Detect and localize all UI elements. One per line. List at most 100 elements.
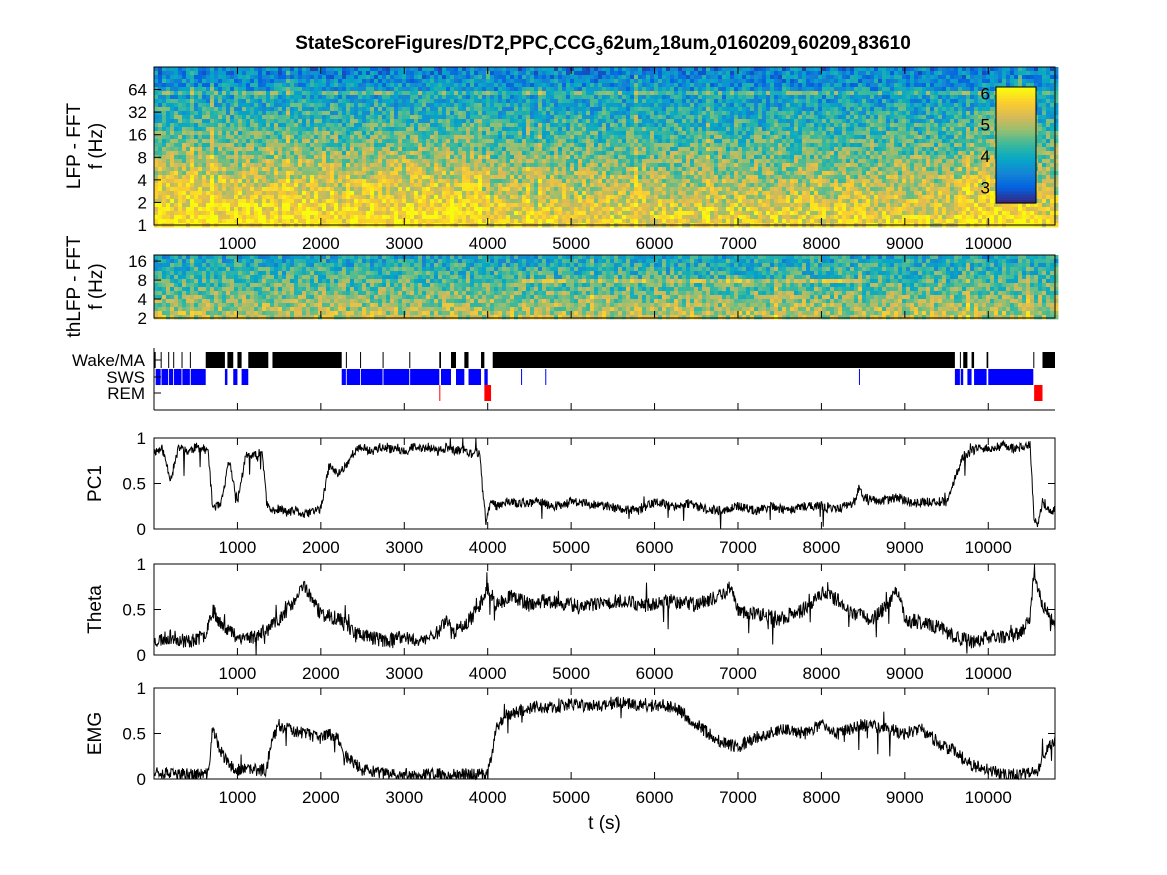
- spectrogram-cell: [294, 71, 299, 76]
- spectrogram-cell: [470, 67, 475, 72]
- spectrogram-cell: [154, 119, 159, 124]
- spectrogram-cell: [642, 211, 647, 216]
- spectrogram-cell: [434, 139, 439, 144]
- spectrogram-cell: [274, 219, 279, 224]
- spectrogram-cell: [406, 99, 411, 104]
- spectrogram-cell: [470, 99, 475, 104]
- spectrogram-cell: [370, 163, 375, 168]
- spectrogram-cell: [222, 115, 227, 120]
- spectrogram-cell: [606, 111, 611, 116]
- spectrogram-cell: [454, 91, 459, 96]
- spectrogram-cell: [602, 139, 607, 144]
- spectrogram-cell: [530, 191, 535, 196]
- spectrogram-cell: [394, 87, 399, 92]
- spectrogram-cell: [206, 91, 211, 96]
- spectrogram-cell: [330, 123, 335, 128]
- spectrogram-cell: [318, 83, 323, 88]
- spectrogram-cell: [278, 83, 283, 88]
- spectrogram-cell: [370, 199, 375, 204]
- spectrogram-cell: [518, 79, 523, 84]
- spectrogram-cell: [190, 111, 195, 116]
- spectrogram-cell: [586, 159, 591, 164]
- spectrogram-cell: [578, 175, 583, 180]
- spectrogram-cell: [294, 75, 299, 80]
- spectrogram-cell: [186, 143, 191, 148]
- spectrogram-cell: [454, 75, 459, 80]
- spectrogram-cell: [230, 183, 235, 188]
- spectrogram-cell: [454, 207, 459, 212]
- spectrogram-cell: [158, 91, 163, 96]
- spectrogram-cell: [390, 191, 395, 196]
- spectrogram-cell: [514, 83, 519, 88]
- spectrogram-cell: [534, 119, 539, 124]
- spectrogram-cell: [646, 203, 651, 208]
- spectrogram-cell: [338, 147, 343, 152]
- spectrogram-cell: [202, 67, 207, 72]
- spectrogram-cell: [506, 139, 511, 144]
- spectrogram-cell: [282, 219, 287, 224]
- spectrogram-cell: [642, 87, 647, 92]
- spectrogram-cell: [202, 195, 207, 200]
- spectrogram-cell: [562, 135, 567, 140]
- spectrogram-cell: [470, 111, 475, 116]
- spectrogram-cell: [562, 163, 567, 168]
- spectrogram-cell: [522, 191, 527, 196]
- spectrogram-cell: [482, 67, 487, 72]
- spectrogram-cell: [606, 183, 611, 188]
- spectrogram-cell: [374, 159, 379, 164]
- spectrogram-cell: [374, 119, 379, 124]
- spectrogram-cell: [422, 179, 427, 184]
- spectrogram-cell: [390, 75, 395, 80]
- spectrogram-cell: [246, 115, 251, 120]
- spectrogram-cell: [446, 71, 451, 76]
- spectrogram-cell: [174, 163, 179, 168]
- spectrogram-cell: [506, 143, 511, 148]
- spectrogram-cell: [418, 123, 423, 128]
- spectrogram-cell: [238, 143, 243, 148]
- spectrogram-cell: [258, 155, 263, 160]
- spectrogram-cell: [438, 83, 443, 88]
- spectrogram-cell: [298, 211, 303, 216]
- spectrogram-cell: [410, 219, 415, 224]
- spectrogram-cell: [462, 187, 467, 192]
- spectrogram-cell: [434, 171, 439, 176]
- spectrogram-cell: [282, 179, 287, 184]
- spectrogram-cell: [514, 175, 519, 180]
- spectrogram-cell: [242, 195, 247, 200]
- spectrogram-cell: [386, 111, 391, 116]
- spectrogram-cell: [562, 215, 567, 220]
- spectrogram-cell: [506, 199, 511, 204]
- spectrogram-cell: [178, 163, 183, 168]
- spectrogram-cell: [558, 127, 563, 132]
- spectrogram-cell: [534, 219, 539, 224]
- spectrogram-cell: [210, 183, 215, 188]
- spectrogram-cell: [186, 179, 191, 184]
- spectrogram-cell: [166, 195, 171, 200]
- title-segment: 0160209: [717, 33, 791, 54]
- spectrogram-cell: [638, 83, 643, 88]
- spectrogram-cell: [202, 91, 207, 96]
- spectrogram-cell: [414, 139, 419, 144]
- spectrogram-cell: [302, 127, 307, 132]
- spectrogram-cell: [454, 155, 459, 160]
- spectrogram-cell: [214, 219, 219, 224]
- spectrogram-cell: [522, 219, 527, 224]
- spectrogram-cell: [466, 99, 471, 104]
- spectrogram-cell: [622, 67, 627, 72]
- spectrogram-cell: [282, 91, 287, 96]
- spectrogram-cell: [414, 147, 419, 152]
- spectrogram-cell: [518, 179, 523, 184]
- spectrogram-cell: [178, 147, 183, 152]
- spectrogram-cell: [254, 163, 259, 168]
- spectrogram-cell: [266, 115, 271, 120]
- spectrogram-cell: [366, 115, 371, 120]
- spectrogram-cell: [494, 115, 499, 120]
- spectrogram-cell: [330, 83, 335, 88]
- spectrogram-cell: [546, 91, 551, 96]
- spectrogram-cell: [310, 183, 315, 188]
- spectrogram-cell: [378, 211, 383, 216]
- spectrogram-cell: [350, 203, 355, 208]
- spectrogram-cell: [546, 87, 551, 92]
- spectrogram-cell: [374, 179, 379, 184]
- spectrogram-cell: [226, 111, 231, 116]
